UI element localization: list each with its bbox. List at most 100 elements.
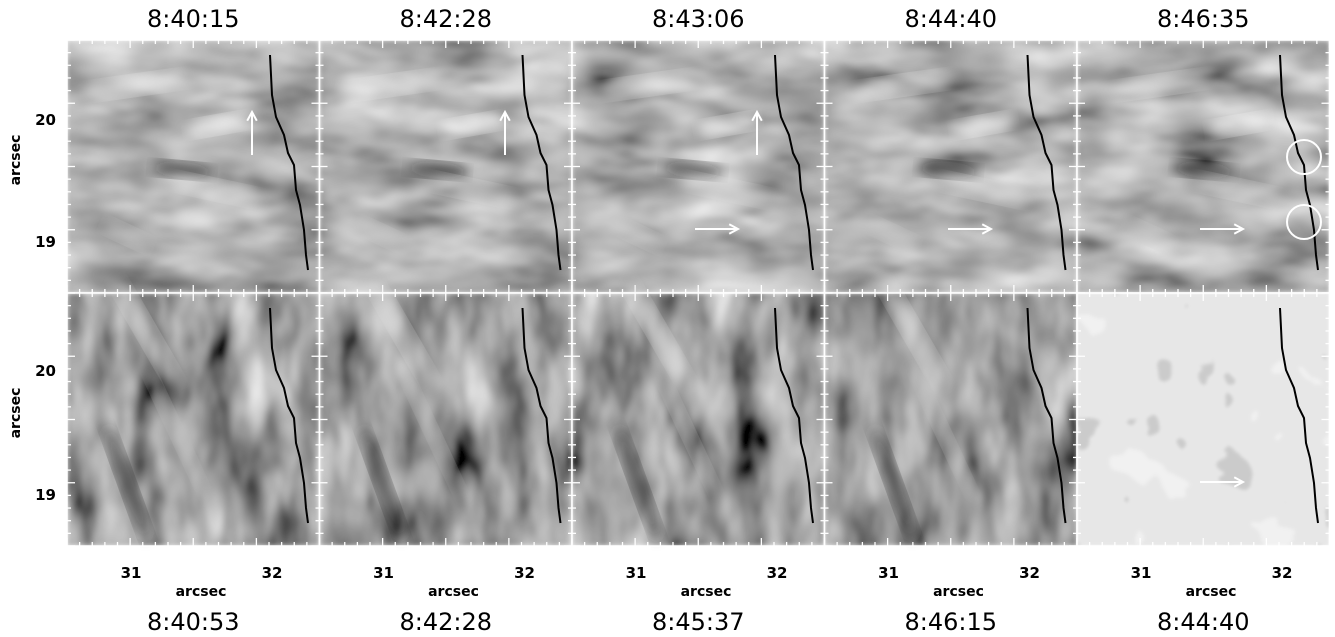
arrow-head <box>751 109 763 122</box>
arrow-head <box>728 223 741 235</box>
streak <box>172 176 262 204</box>
contour-line <box>269 307 309 524</box>
streak <box>359 221 406 249</box>
x-tick-label: 31 <box>121 564 142 582</box>
x-tick-label: 31 <box>878 564 899 582</box>
streak <box>953 114 1014 136</box>
streak <box>428 176 517 204</box>
y-tick-label: 19 <box>35 486 56 504</box>
arrow-head <box>499 109 511 122</box>
streak <box>371 280 434 386</box>
panel-image <box>67 293 320 546</box>
panel-time: 8:42:28 <box>399 608 492 636</box>
y-axis-label: arcsec <box>8 135 24 186</box>
streak <box>1209 114 1269 136</box>
panel-time: 8:42:28 <box>399 5 492 33</box>
streak <box>115 280 179 386</box>
streak <box>918 161 979 179</box>
x-tick-label: 32 <box>767 564 788 582</box>
arrow-head <box>1233 223 1246 235</box>
streak <box>1194 176 1284 204</box>
contour-line <box>774 307 814 524</box>
x-axis-label: arcsec <box>1186 584 1237 600</box>
streak <box>615 221 661 249</box>
image-panel <box>1076 39 1331 294</box>
panel-time: 8:46:35 <box>1157 5 1250 33</box>
streak <box>853 72 954 98</box>
streak <box>105 426 149 540</box>
streak <box>407 161 468 179</box>
x-tick-label: 32 <box>262 564 283 582</box>
streak <box>1109 72 1209 98</box>
streak <box>882 280 945 386</box>
y-tick-label: 19 <box>35 233 56 251</box>
panel-time: 8:46:15 <box>904 608 997 636</box>
streak <box>663 161 723 179</box>
streak <box>1174 161 1234 179</box>
image-panel <box>571 39 826 294</box>
panel-time: 8:44:40 <box>1157 608 1250 636</box>
x-tick-label: 31 <box>626 564 647 582</box>
arrow-head <box>246 109 258 122</box>
y-tick-label: 20 <box>35 111 56 129</box>
streak <box>360 426 405 540</box>
image-panel <box>66 280 321 547</box>
x-axis-label: arcsec <box>176 584 227 600</box>
panel-image <box>319 293 572 546</box>
image-panel <box>66 39 321 294</box>
contour-line <box>269 54 309 271</box>
contour-line <box>1279 54 1319 271</box>
streak <box>342 72 443 98</box>
contour-line <box>1279 307 1319 524</box>
streak <box>626 280 690 386</box>
x-axis-label: arcsec <box>428 584 479 600</box>
streak <box>870 221 917 249</box>
x-axis-label: arcsec <box>681 584 732 600</box>
image-panel <box>823 39 1078 294</box>
arrow-head <box>1233 476 1246 488</box>
streak <box>87 72 187 98</box>
x-axis-label: arcsec <box>933 584 984 600</box>
streak <box>698 114 758 136</box>
panel-time: 8:43:06 <box>652 5 745 33</box>
streak <box>442 114 503 136</box>
image-panel <box>571 280 826 547</box>
contour-line <box>521 54 562 271</box>
contour-line <box>1026 307 1067 524</box>
x-tick-label: 32 <box>1272 564 1293 582</box>
panel-time: 8:40:53 <box>147 608 240 636</box>
panel-image <box>1077 293 1330 546</box>
marker-circle <box>1286 139 1322 175</box>
streak <box>1126 221 1172 249</box>
panel-time: 8:45:37 <box>652 608 745 636</box>
streak <box>683 176 773 204</box>
streak <box>187 114 247 136</box>
x-tick-label: 31 <box>373 564 394 582</box>
image-panel <box>318 280 573 547</box>
streak <box>146 369 208 497</box>
image-panel <box>1076 292 1331 547</box>
x-tick-label: 32 <box>1019 564 1040 582</box>
arrow-head <box>981 223 994 235</box>
x-tick-label: 32 <box>514 564 535 582</box>
streak <box>152 161 212 179</box>
image-panel <box>318 39 573 294</box>
streak <box>104 221 150 249</box>
panel-image <box>824 293 1077 546</box>
streak <box>871 426 916 540</box>
streak <box>657 369 719 497</box>
y-axis-label: arcsec <box>8 388 24 439</box>
streak <box>939 176 1028 204</box>
contour-line <box>521 307 562 524</box>
contour-line <box>774 54 814 271</box>
contour-line <box>1026 54 1067 271</box>
panel-image <box>572 293 825 546</box>
panel-time: 8:44:40 <box>904 5 997 33</box>
image-panel <box>823 280 1078 547</box>
x-tick-label: 31 <box>1131 564 1152 582</box>
marker-circle <box>1286 204 1322 240</box>
streak <box>598 72 698 98</box>
streak <box>402 369 463 497</box>
y-tick-label: 20 <box>35 362 56 380</box>
